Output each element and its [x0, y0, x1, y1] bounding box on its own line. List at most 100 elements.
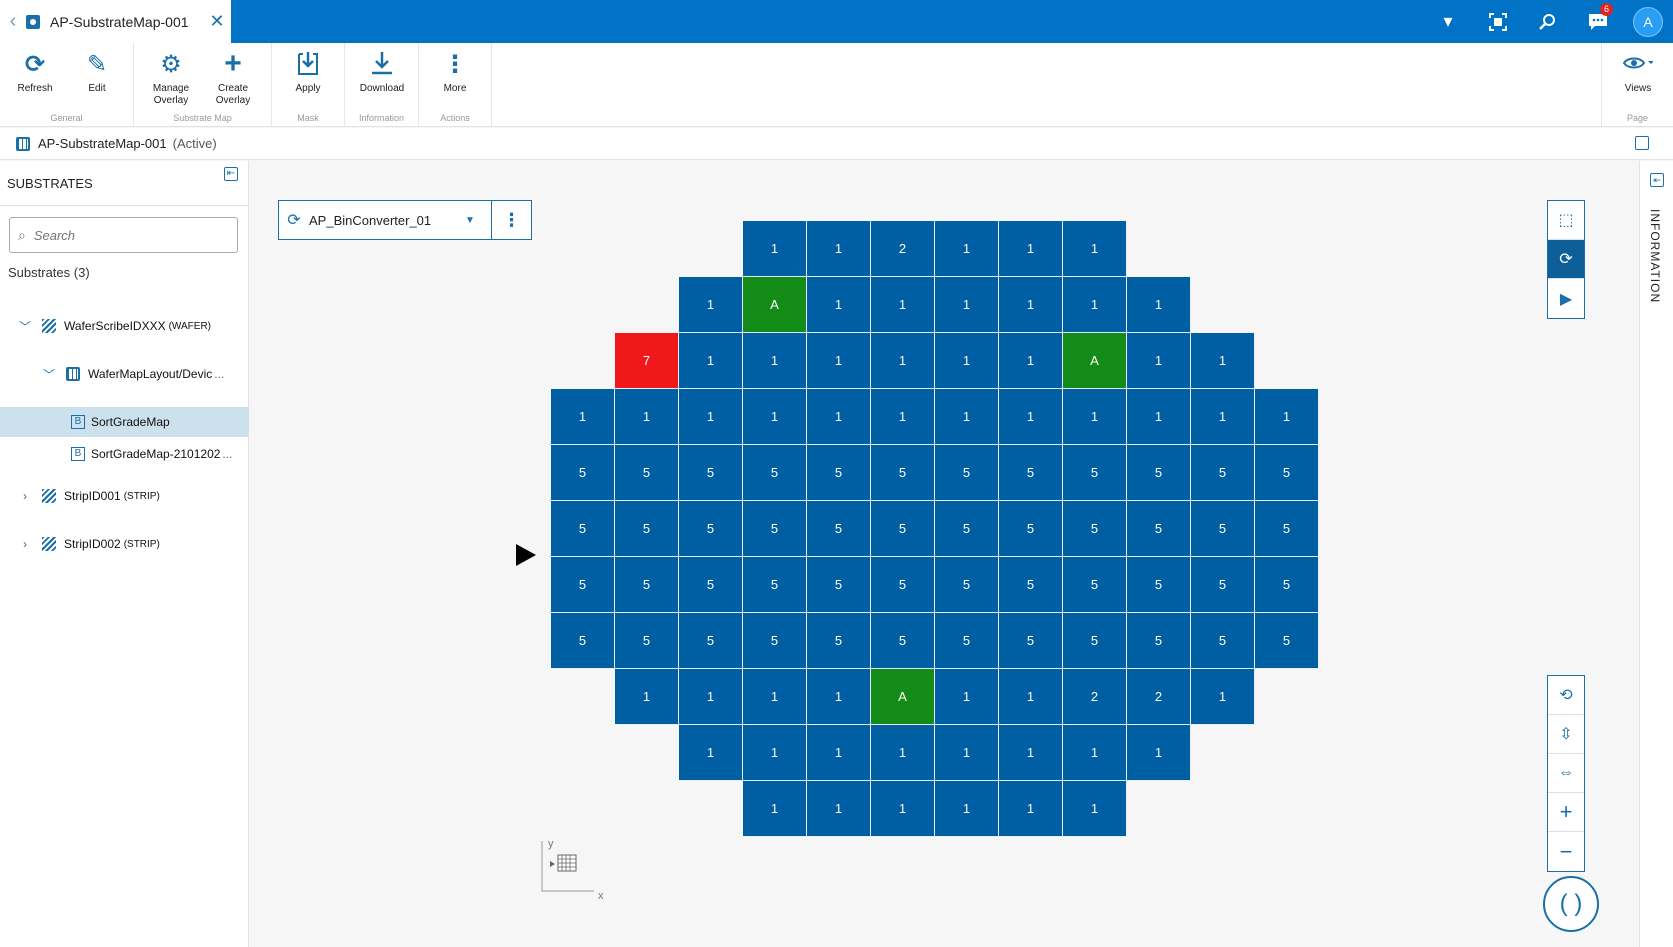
tree-item-wafer[interactable]: ﹀ WaferScribeIDXXX (WAFER) [0, 311, 249, 341]
die-cell[interactable]: 2 [1063, 669, 1127, 725]
document-tab[interactable]: ‹ AP-SubstrateMap-001 ✕ [0, 0, 231, 43]
die-cell[interactable]: 1 [999, 389, 1063, 445]
edit-button[interactable]: ✎ Edit [66, 49, 128, 95]
tree-item-strip2[interactable]: › StripID002 (STRIP) [0, 529, 249, 559]
die-cell[interactable]: 1 [999, 669, 1063, 725]
die-cell[interactable]: 1 [679, 333, 743, 389]
die-cell[interactable]: 1 [1127, 333, 1191, 389]
apply-button[interactable]: Apply [277, 49, 339, 95]
die-cell[interactable]: 5 [615, 613, 679, 669]
die-cell[interactable]: 5 [743, 557, 807, 613]
play-frame-icon[interactable]: ▶ [1559, 290, 1573, 308]
die-cell[interactable]: 5 [935, 501, 999, 557]
die-cell[interactable]: 2 [1127, 669, 1191, 725]
die-cell[interactable]: 1 [871, 725, 935, 781]
die-cell[interactable]: 5 [999, 501, 1063, 557]
die-cell[interactable]: 1 [807, 221, 871, 277]
rotate-control-icon[interactable]: ( ) [1543, 876, 1599, 932]
die-cell[interactable]: 7 [615, 333, 679, 389]
refresh-icon[interactable]: ⟳ [287, 212, 301, 229]
refresh-overlay-icon[interactable]: ⟳ [1548, 240, 1584, 279]
die-cell[interactable]: 1 [743, 389, 807, 445]
die-cell[interactable]: 1 [743, 333, 807, 389]
die-cell[interactable]: 5 [999, 557, 1063, 613]
die-cell[interactable]: 1 [999, 221, 1063, 277]
dropdown-caret-icon[interactable]: ▾ [1443, 11, 1453, 31]
die-cell[interactable]: 1 [807, 669, 871, 725]
die-cell[interactable]: 5 [743, 445, 807, 501]
die-cell[interactable]: 1 [871, 781, 935, 837]
die-cell[interactable]: 5 [807, 613, 871, 669]
die-cell[interactable]: 1 [1063, 725, 1127, 781]
die-cell[interactable]: 5 [1255, 557, 1319, 613]
notifications-icon[interactable]: 6 [1573, 0, 1623, 43]
chevron-down-icon[interactable]: ﹀ [18, 319, 31, 334]
die-cell[interactable]: 5 [615, 501, 679, 557]
zoom-out-icon[interactable]: − [1559, 838, 1573, 864]
die-cell[interactable]: 5 [1127, 501, 1191, 557]
die-cell[interactable]: 1 [935, 725, 999, 781]
die-cell[interactable]: 1 [679, 669, 743, 725]
die-cell[interactable]: 1 [999, 277, 1063, 333]
more-button[interactable]: ⋮ More [424, 49, 486, 95]
die-cell[interactable]: 5 [743, 613, 807, 669]
collapse-panel-icon[interactable]: ⇤ [224, 167, 238, 181]
die-cell[interactable]: 1 [1127, 277, 1191, 333]
die-cell[interactable]: 5 [679, 613, 743, 669]
die-cell[interactable]: 1 [871, 389, 935, 445]
die-cell[interactable]: 1 [679, 277, 743, 333]
chevron-right-icon[interactable]: › [23, 537, 27, 551]
die-cell[interactable]: 1 [1191, 389, 1255, 445]
die-cell[interactable]: 1 [935, 781, 999, 837]
die-cell[interactable]: 5 [551, 501, 615, 557]
tree-item-sortgrademap[interactable]: B SortGradeMap [0, 407, 249, 437]
avatar[interactable]: A [1633, 6, 1663, 37]
die-cell[interactable]: 5 [551, 557, 615, 613]
die-cell[interactable]: 1 [743, 725, 807, 781]
die-cell[interactable]: 5 [999, 613, 1063, 669]
expand-panel-icon[interactable]: ⇤ [1650, 173, 1664, 187]
user-menu[interactable]: A [1623, 0, 1673, 43]
back-chevron-icon[interactable]: ‹ [9, 10, 17, 32]
tree-item-strip1[interactable]: › StripID001 (STRIP) [0, 481, 249, 511]
die-cell[interactable]: 5 [1255, 501, 1319, 557]
die-cell[interactable]: 5 [679, 445, 743, 501]
select-pointer-icon[interactable]: ⬚ [1548, 201, 1584, 240]
die-cell[interactable]: 5 [551, 445, 615, 501]
die-cell[interactable]: 1 [999, 725, 1063, 781]
flip-horizontal-icon[interactable]: ⇔ [1548, 754, 1584, 793]
die-cell[interactable]: 5 [679, 557, 743, 613]
die-cell[interactable]: 1 [871, 333, 935, 389]
scan-icon[interactable] [1473, 0, 1523, 43]
die-cell[interactable]: 5 [807, 557, 871, 613]
die-cell[interactable]: 5 [1255, 445, 1319, 501]
views-button[interactable]: Views [1607, 49, 1669, 95]
die-cell[interactable]: 1 [551, 389, 615, 445]
die-cell[interactable]: 1 [743, 781, 807, 837]
die-cell[interactable]: 5 [679, 501, 743, 557]
die-cell[interactable]: 5 [871, 557, 935, 613]
die-cell[interactable]: A [871, 669, 935, 725]
die-cell[interactable]: 5 [999, 445, 1063, 501]
die-cell[interactable]: 1 [679, 725, 743, 781]
die-cell[interactable]: 5 [807, 501, 871, 557]
die-cell[interactable]: 5 [935, 613, 999, 669]
die-cell[interactable]: 1 [935, 669, 999, 725]
create-overlay-button[interactable]: + Create Overlay [202, 47, 264, 107]
die-cell[interactable]: 1 [807, 333, 871, 389]
tree-item-sortgrademap-2[interactable]: B SortGradeMap-2101202 ... [0, 439, 249, 469]
die-cell[interactable]: 5 [807, 445, 871, 501]
die-cell[interactable]: 1 [743, 669, 807, 725]
search-input[interactable] [33, 227, 224, 243]
die-cell[interactable]: 1 [1063, 389, 1127, 445]
die-cell[interactable]: 1 [935, 277, 999, 333]
die-cell[interactable]: A [1063, 333, 1127, 389]
die-cell[interactable]: 5 [1063, 613, 1127, 669]
refresh-button[interactable]: ⟳ Refresh [4, 49, 66, 95]
expand-header-icon[interactable] [1635, 136, 1649, 150]
die-cell[interactable]: 5 [1127, 613, 1191, 669]
die-cell[interactable]: 1 [1063, 277, 1127, 333]
die-cell[interactable]: 1 [807, 277, 871, 333]
die-cell[interactable]: 5 [1127, 445, 1191, 501]
die-cell[interactable]: 1 [999, 333, 1063, 389]
